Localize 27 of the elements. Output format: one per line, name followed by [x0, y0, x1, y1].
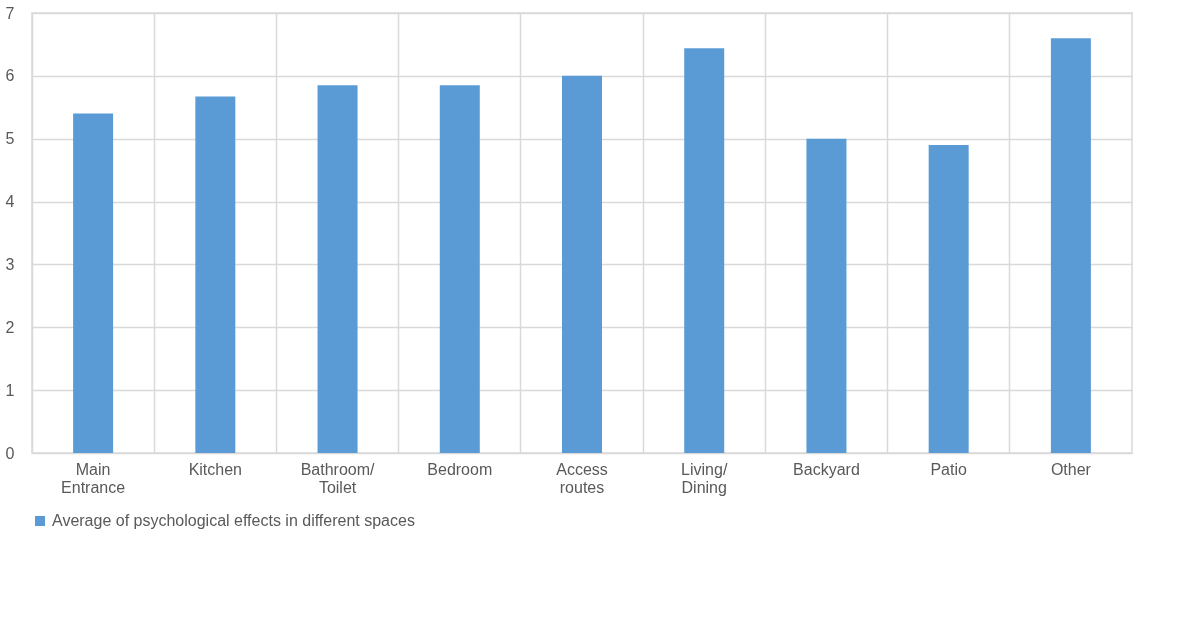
x-tick-label: Access routes — [556, 460, 608, 496]
x-tick-label: Backyard — [793, 460, 860, 478]
y-tick-label: 2 — [5, 318, 15, 336]
bar — [1050, 38, 1091, 453]
y-tick-label: 7 — [5, 4, 15, 22]
bar — [928, 145, 969, 453]
bar — [317, 85, 358, 453]
y-tick-label: 3 — [5, 255, 15, 273]
x-tick-label: Main Entrance — [61, 460, 126, 496]
bar — [73, 113, 114, 453]
bar — [806, 138, 847, 453]
bar — [439, 85, 480, 453]
x-tick-label: Living/ Dining — [681, 460, 728, 496]
y-tick-label: 4 — [5, 193, 15, 211]
y-tick-label: 1 — [5, 381, 15, 399]
x-tick-label: Other — [1050, 460, 1092, 478]
bar — [562, 75, 602, 453]
y-tick-label: 5 — [5, 130, 15, 148]
legend-label: Average of psychological effects in different spaces — [52, 512, 415, 529]
bar — [684, 48, 725, 453]
x-tick-label: Bathroom/ Toilet — [300, 460, 376, 496]
y-tick-label: 6 — [5, 67, 15, 85]
y-tick-label: 0 — [5, 444, 15, 462]
x-tick-label: Kitchen — [188, 460, 243, 478]
x-tick-label: Patio — [930, 460, 967, 478]
x-tick-label: Bedroom — [427, 460, 493, 478]
bar — [195, 96, 236, 453]
